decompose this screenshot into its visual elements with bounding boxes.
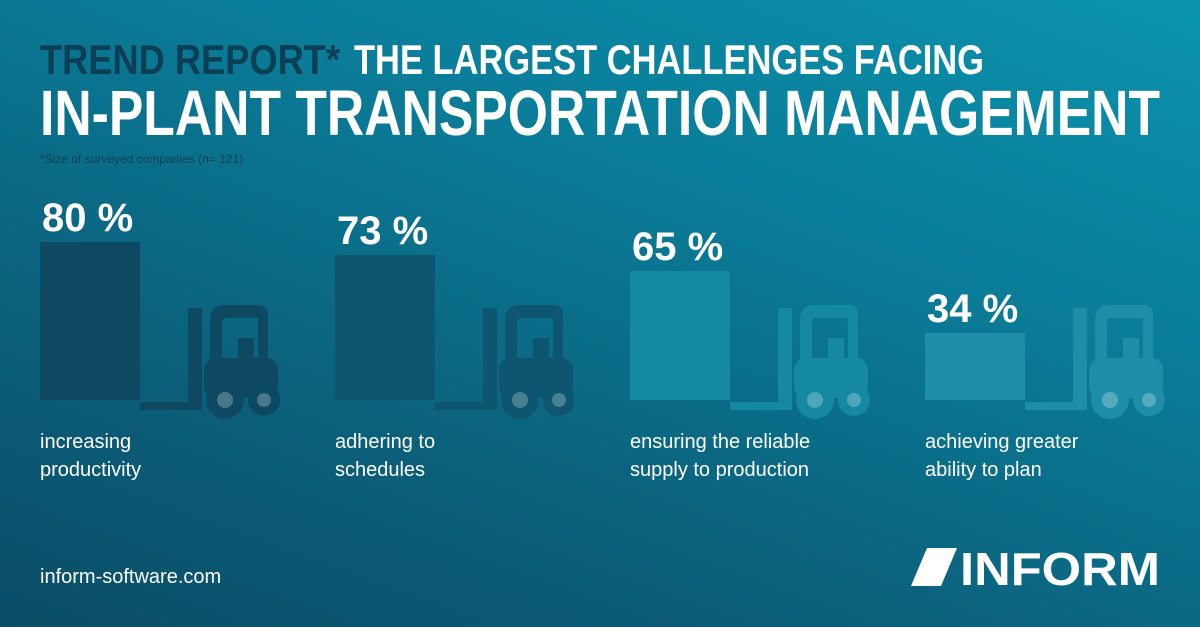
forklift-icon bbox=[730, 290, 870, 420]
category-label: increasing productivity bbox=[40, 431, 142, 481]
bar-group: 34 % achieving greater ability to plan bbox=[925, 0, 1200, 500]
bar bbox=[40, 241, 140, 400]
value-label: 65 % bbox=[632, 225, 724, 270]
value-label: 34 % bbox=[927, 286, 1019, 331]
forklift-icon bbox=[1025, 290, 1165, 420]
header: TREND REPORT* THE LARGEST CHALLENGES FAC… bbox=[40, 36, 1160, 166]
bar bbox=[335, 255, 435, 400]
logo: INFORM bbox=[911, 543, 1160, 595]
forklift-icon bbox=[140, 290, 280, 420]
category-label: achieving greater ability to plan bbox=[925, 431, 1079, 481]
category-label: ensuring the reliable supply to producti… bbox=[630, 431, 811, 481]
category-label: adhering to schedules bbox=[335, 431, 436, 481]
website: inform-software.com bbox=[40, 566, 222, 588]
logo-text: INFORM bbox=[960, 543, 1160, 595]
bar-group: 65 % ensuring the reliable supply to prod… bbox=[630, 0, 920, 500]
footnote: *Size of surveyed companies (n= 121) bbox=[40, 152, 243, 166]
title-line: THE LARGEST CHALLENGES FACING bbox=[354, 36, 984, 83]
title-line: IN-PLANT TRANSPORTATION MANAGEMENT bbox=[40, 77, 1160, 149]
bar-group: 80 % increasing productivity bbox=[40, 0, 330, 500]
forklift-icon bbox=[435, 290, 575, 420]
value-label: 80 % bbox=[42, 195, 134, 240]
bar bbox=[925, 332, 1025, 400]
bar-group: 73 % adhering to schedules bbox=[335, 0, 625, 500]
bar bbox=[630, 271, 730, 400]
kicker: TREND REPORT* bbox=[40, 36, 341, 83]
logo-mark bbox=[911, 548, 957, 586]
value-label: 73 % bbox=[337, 209, 429, 254]
